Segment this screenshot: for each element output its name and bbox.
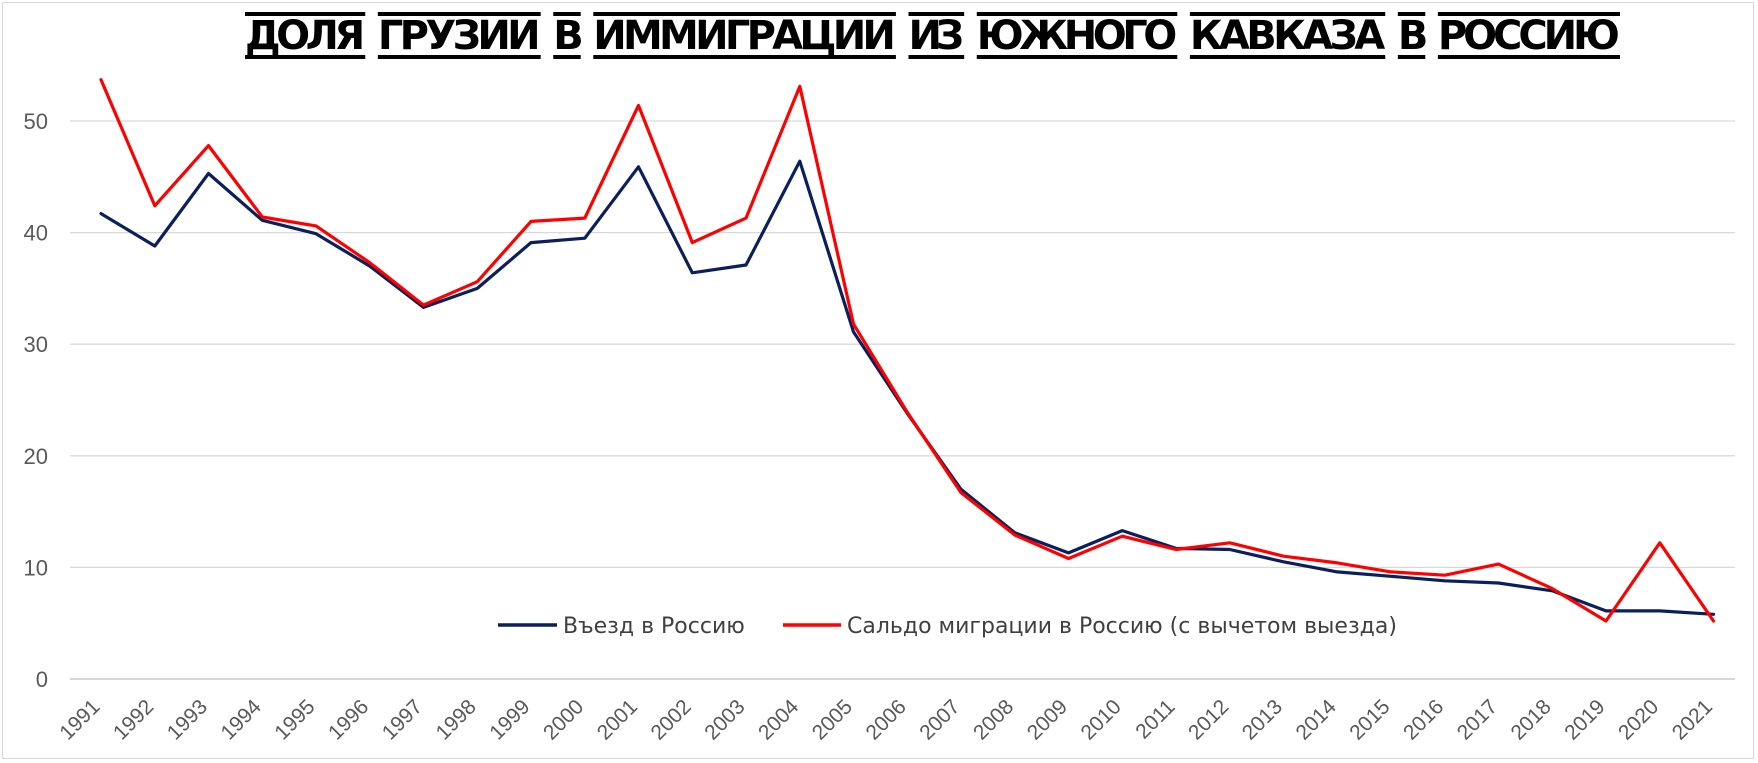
x-tick-label: 2000 <box>539 695 588 744</box>
x-axis-ticks: 1991 1992 1993 1994 1995 1996 1997 1998 1999 2000… <box>55 695 1717 745</box>
title-bar-bottom <box>377 55 541 59</box>
title-bar-top <box>1437 12 1620 16</box>
title-bar-top <box>593 12 896 16</box>
legend-label: Въезд в Россию <box>563 614 745 639</box>
x-tick-label: 2007 <box>915 695 964 744</box>
x-tick-label: 2016 <box>1399 695 1448 744</box>
title-bar-top <box>1397 12 1426 16</box>
x-tick-label: 2004 <box>754 695 804 745</box>
x-tick-label: 1998 <box>431 695 480 744</box>
y-tick-label: 10 <box>24 555 48 580</box>
x-tick-label: 2017 <box>1453 695 1502 744</box>
title-bar-bottom <box>245 55 366 59</box>
x-tick-label: 2013 <box>1238 695 1287 744</box>
title-word: ДОЛЯ <box>245 13 365 59</box>
x-tick-label: 1994 <box>216 695 266 745</box>
x-tick-label: 2019 <box>1560 695 1609 744</box>
y-tick-label: 0 <box>36 667 48 692</box>
title-word: ИММИГРАЦИИ <box>593 13 896 59</box>
x-tick-label: 2020 <box>1614 695 1663 744</box>
title-bar-bottom <box>908 55 965 59</box>
x-tick-label: 1996 <box>324 695 373 744</box>
y-tick-label: 20 <box>24 444 48 469</box>
x-tick-label: 1991 <box>55 695 104 744</box>
title-bar-bottom <box>553 55 581 59</box>
title-bar-bottom <box>976 55 1178 59</box>
x-tick-label: 2015 <box>1345 695 1394 744</box>
x-tick-label: 2010 <box>1076 695 1125 744</box>
title-bar-top <box>976 12 1178 16</box>
title-bar-top <box>908 12 965 16</box>
title-bar-top <box>553 12 581 16</box>
x-tick-label: 1997 <box>378 695 427 744</box>
x-tick-label: 2001 <box>593 695 642 744</box>
title-bar-bottom <box>1397 55 1426 59</box>
y-tick-label: 40 <box>24 221 48 246</box>
x-tick-label: 2009 <box>1023 695 1072 744</box>
title-bar-bottom <box>1437 55 1620 59</box>
x-tick-label: 2011 <box>1131 695 1179 743</box>
x-tick-label: 2014 <box>1291 695 1341 745</box>
title-bar-top <box>245 12 366 16</box>
legend-label: Сальдо миграции в Россию (с вычетом выез… <box>847 614 1397 639</box>
x-tick-label: 1999 <box>485 695 534 744</box>
legend: Въезд в Россию Сальдо миграции в Россию (… <box>498 614 1397 639</box>
title-word: ГРУЗИИ <box>378 13 541 59</box>
title-bar-top <box>1189 12 1386 16</box>
y-tick-label: 50 <box>24 109 48 134</box>
title-word: В <box>553 13 584 59</box>
x-tick-label: 2006 <box>861 695 910 744</box>
x-tick-label: 2012 <box>1184 695 1233 744</box>
gridlines <box>70 120 1735 680</box>
title-word: В <box>1398 13 1429 59</box>
x-tick-label: 1993 <box>163 695 212 744</box>
chart-title: ДОЛЯ ГРУЗИИ В ИММИГРАЦИИ ИЗ ЮЖНОГО КАВКАЗА В РОС… <box>245 12 1620 59</box>
title-bar-bottom <box>1189 55 1386 59</box>
title-word: РОССИЮ <box>1438 13 1620 59</box>
title-bar-top <box>377 12 541 16</box>
title-word: КАВКАЗА <box>1190 13 1385 59</box>
x-tick-label: 2021 <box>1668 695 1717 744</box>
series-line-1 <box>99 159 1716 616</box>
title-word: ЮЖНОГО <box>977 13 1178 59</box>
x-tick-label: 2002 <box>646 695 695 744</box>
x-tick-label: 2018 <box>1506 695 1555 744</box>
series-line-2 <box>99 78 1716 623</box>
x-tick-label: 2003 <box>700 695 749 744</box>
title-bar-bottom <box>593 55 896 59</box>
x-tick-label: 1992 <box>109 695 158 744</box>
x-tick-label: 1995 <box>270 695 319 744</box>
x-tick-label: 2005 <box>808 695 857 744</box>
title-word: ИЗ <box>908 13 964 59</box>
y-tick-label: 30 <box>24 332 48 357</box>
series-lines <box>99 78 1716 623</box>
x-tick-label: 2008 <box>969 695 1018 744</box>
y-axis-ticks: 0 10 20 30 40 50 <box>24 109 48 692</box>
